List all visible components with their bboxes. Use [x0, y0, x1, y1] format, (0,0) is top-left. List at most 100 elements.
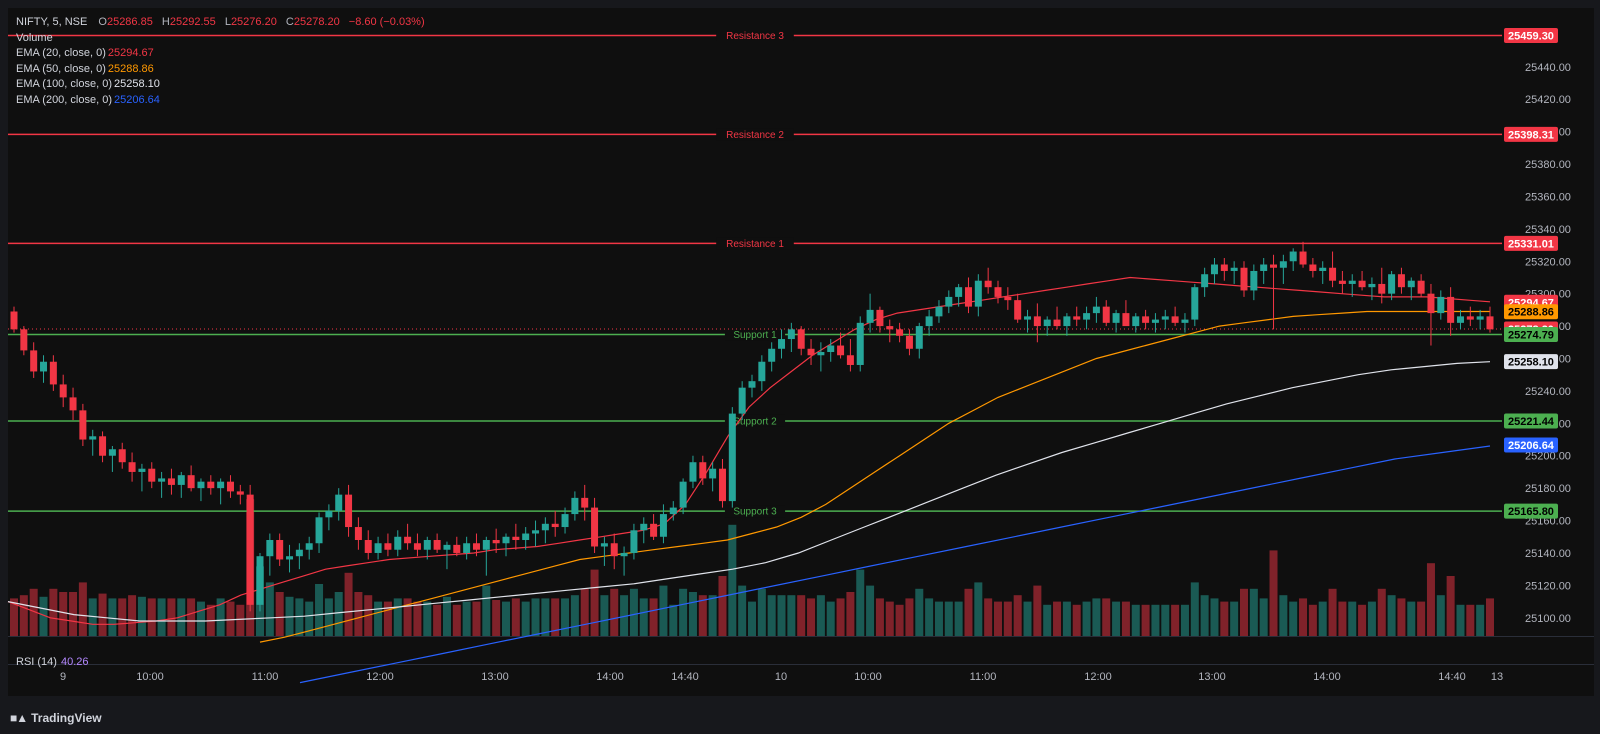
volume-bar: [157, 598, 166, 636]
volume-bar: [1033, 585, 1042, 636]
volume-bar: [1043, 604, 1052, 636]
candle-body: [1014, 300, 1022, 320]
ema100-row[interactable]: EMA (100, close, 0) 25258.10: [16, 77, 425, 93]
candle-body: [226, 481, 234, 492]
candle-body: [1240, 267, 1248, 291]
resistance-label: Resistance 2: [726, 130, 784, 141]
price-label-badge: [1504, 437, 1558, 453]
candle-body: [69, 397, 77, 411]
volume-bar: [216, 598, 225, 636]
candle-body: [837, 345, 845, 356]
y-tick-label: 25240.00: [1525, 386, 1571, 398]
candle-body: [286, 556, 294, 560]
candle-body: [591, 507, 599, 547]
volume-bar: [433, 604, 442, 636]
candle-body: [679, 481, 687, 508]
candle-body: [768, 348, 776, 362]
volume-bar: [167, 598, 176, 636]
volume-bar: [108, 598, 117, 636]
price-label-badge: [1504, 354, 1558, 370]
volume-bar: [1308, 604, 1317, 636]
rsi-value: 40.26: [60, 656, 89, 668]
ema200-row[interactable]: EMA (200, close, 0) 25206.64: [16, 93, 425, 109]
volume-bar: [561, 598, 570, 636]
candle-body: [866, 309, 874, 323]
price-label-text: 25331.01: [1508, 238, 1554, 250]
volume-bar: [334, 592, 343, 636]
y-tick-label: 25440.00: [1525, 62, 1571, 74]
volume-bar: [482, 585, 491, 636]
candle-body: [384, 543, 392, 550]
volume-bar: [1417, 601, 1426, 636]
x-tick-label: 14:40: [1438, 671, 1466, 683]
candle-body: [1476, 316, 1484, 320]
candle-body: [1004, 296, 1012, 301]
ema100-label: EMA (100, close, 0): [16, 78, 112, 90]
level-label-bg: [716, 29, 794, 42]
volume-bar: [78, 582, 87, 636]
candle-body: [1358, 280, 1366, 288]
candle-body: [1368, 283, 1376, 288]
ema50-label: EMA (50, close, 0): [16, 62, 106, 75]
volume-label[interactable]: Volume: [16, 31, 53, 44]
y-tick-label: 25200.00: [1525, 451, 1571, 463]
price-label-text: 25459.30: [1508, 31, 1554, 43]
rsi-legend[interactable]: RSI (14) 40.26: [16, 656, 89, 668]
volume-bar: [452, 604, 461, 636]
price-label-badge: [1504, 304, 1558, 320]
volume-bar: [324, 598, 333, 636]
y-tick-label: 25100.00: [1525, 613, 1571, 625]
volume-bar: [767, 595, 776, 636]
x-tick-label: 13: [1491, 671, 1503, 683]
volume-bar: [39, 596, 48, 636]
candle-body: [1378, 283, 1386, 294]
candle-body: [217, 481, 225, 489]
candle-body: [99, 436, 107, 456]
y-tick-label: 25380.00: [1525, 159, 1571, 171]
candle-body: [276, 540, 284, 560]
volume-bar: [265, 582, 274, 636]
candle-body: [89, 436, 97, 440]
candle-body: [1299, 251, 1307, 265]
candle-body: [994, 287, 1002, 297]
volume-bar: [275, 592, 284, 636]
candle-body: [846, 355, 854, 365]
candle-body: [522, 533, 530, 541]
candle-body: [1024, 316, 1032, 320]
legend: NIFTY, 5, NSE O25286.85 H25292.55 L25276…: [16, 15, 425, 108]
candle-body: [1407, 280, 1415, 288]
volume-bar: [236, 604, 245, 636]
volume-bar: [1062, 601, 1071, 636]
candle-body: [827, 345, 835, 353]
ema20-row[interactable]: EMA (20, close, 0) 25294.67: [16, 46, 425, 62]
volume-bar: [866, 585, 875, 636]
volume-bar: [551, 598, 560, 636]
candle-body: [748, 381, 756, 388]
open-key: O: [98, 16, 107, 28]
y-tick-label: 25320.00: [1525, 256, 1571, 268]
price-label-text: 25165.80: [1508, 506, 1554, 518]
candle-body: [1466, 316, 1474, 320]
x-tick-label: 11:00: [970, 671, 997, 683]
y-tick-label: 25120.00: [1525, 580, 1571, 592]
ema50-row[interactable]: EMA (50, close, 0) 25288.86: [16, 62, 425, 78]
volume-bar: [1289, 601, 1298, 636]
candle-body: [1161, 316, 1169, 320]
volume-bar: [1387, 595, 1396, 636]
volume-bar: [1377, 588, 1386, 636]
candle-body: [10, 311, 18, 330]
brand-logo[interactable]: ■▲ TradingView: [10, 711, 102, 725]
candle-body: [551, 523, 559, 528]
volume-bar: [1141, 604, 1150, 636]
candle-body: [197, 481, 205, 489]
symbol-label[interactable]: NIFTY, 5, NSE: [16, 16, 88, 28]
candle-body: [305, 543, 313, 550]
price-label-text: 25398.31: [1508, 129, 1554, 141]
ema50-value: 25288.86: [107, 62, 154, 75]
price-label-text: 25274.79: [1508, 330, 1554, 342]
volume-bar: [1466, 604, 1475, 636]
candle-body: [581, 497, 589, 508]
candle-body: [1151, 319, 1159, 323]
volume-bar: [541, 598, 550, 636]
